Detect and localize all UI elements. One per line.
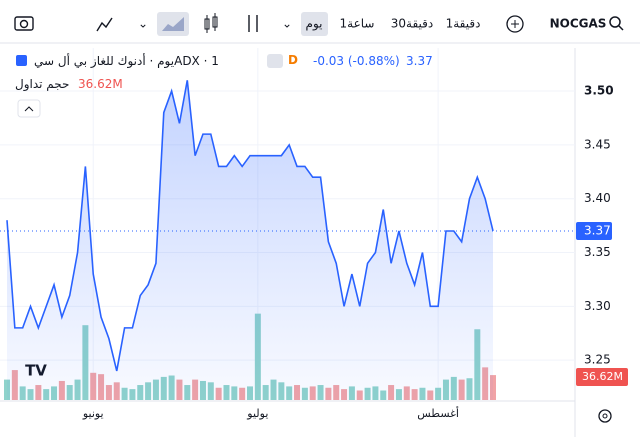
interval[interactable]: 1ساعة [340, 17, 375, 31]
x-tick-label: أغسطس [417, 406, 459, 420]
plot [0, 48, 575, 400]
symbol-logo [16, 55, 27, 66]
interval[interactable]: يوم [306, 17, 323, 32]
interval-menu[interactable]: ⌄ [282, 17, 292, 31]
area [7, 80, 493, 400]
chart-type-menu[interactable]: ⌄ [138, 17, 148, 31]
collapse-button[interactable] [17, 99, 41, 118]
bar-icon[interactable] [248, 15, 258, 32]
y-tick-label: 3.40 [584, 191, 611, 205]
y-tick-label: 3.35 [584, 245, 611, 259]
y-tick-label: 3.45 [584, 137, 611, 151]
search-icon[interactable] [609, 16, 624, 31]
legend-title: ADX · 1يوم · أدنوك للغاز بي أل سي [34, 54, 219, 68]
badge: D [288, 53, 298, 67]
settings-icon[interactable] [598, 409, 612, 423]
y-tick-label: 3.30 [584, 299, 611, 313]
volume-last: 36.62M [78, 77, 123, 91]
y-tick-label: 3.50 [584, 84, 614, 98]
last-price-tag [576, 221, 612, 240]
last-price: 3.37 [406, 54, 433, 68]
collapse-icon [24, 106, 34, 112]
interval-active-bg [301, 12, 328, 36]
volume-tag-label: 36.62M [582, 370, 623, 383]
y-tick-label: 3.25 [584, 353, 611, 367]
indicators-icon[interactable] [96, 17, 113, 32]
volume-name: حجم تداول [15, 77, 70, 91]
interval[interactable]: 30دقيقة [391, 17, 434, 31]
minus-badge [267, 54, 283, 68]
volume-tag [576, 368, 628, 386]
candle-icon[interactable] [204, 13, 218, 33]
add-symbol[interactable] [506, 15, 524, 33]
price-line [6, 80, 494, 372]
interval[interactable]: 1دقيقة [446, 17, 481, 31]
change: -0.03 (-0.88%) [313, 54, 400, 68]
symbol[interactable]: NOCGAS [550, 17, 607, 31]
x-tick-label: يوليو [246, 407, 268, 420]
camera-icon[interactable] [14, 16, 34, 31]
last-price-label: 3.37 [584, 223, 611, 237]
x-tick-label: يونيو [82, 407, 104, 420]
area-icon[interactable] [157, 12, 189, 36]
